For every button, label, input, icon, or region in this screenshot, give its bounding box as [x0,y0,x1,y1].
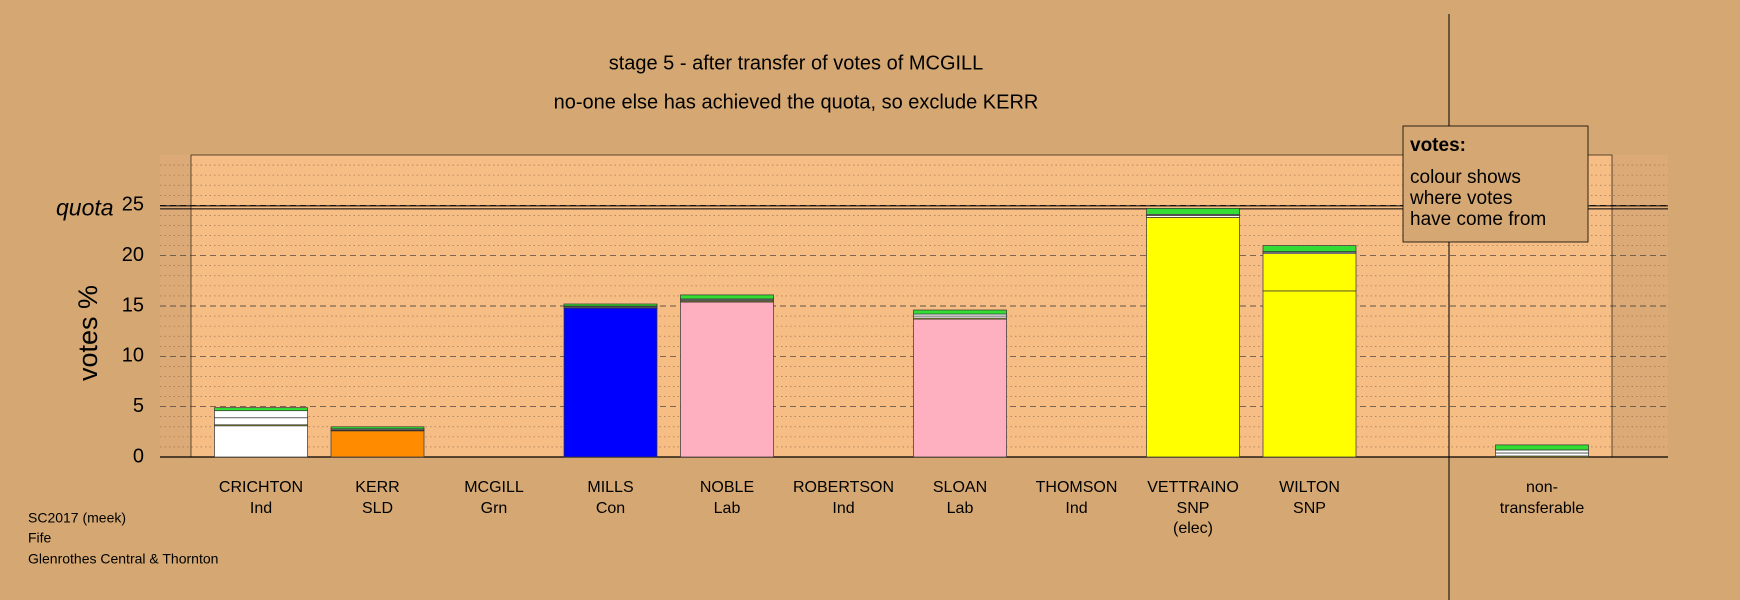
x-tick-label: VETTRAINO [1147,479,1239,496]
x-tick-sublabel: SNP [1293,500,1326,517]
x-tick-note: (elec) [1173,520,1213,537]
x-tick-label: MILLS [587,479,633,496]
bar-segment [214,417,308,426]
x-tick-sublabel: SLD [362,500,393,517]
bar-segment [680,301,774,458]
x-tick-sublabel: Grn [481,500,508,517]
x-tick-label: MCGILL [464,479,524,496]
legend: votes: colour shows where votes have com… [1402,125,1589,243]
footer-text: Glenrothes Central & Thornton [28,551,218,567]
x-tick-sublabel: Lab [714,500,741,517]
y-tick-label: 5 [133,395,144,417]
x-tick-sublabel: Con [596,500,625,517]
x-tick-sublabel: transferable [1500,500,1585,517]
bar-segment [214,407,308,412]
bar-segment [913,309,1007,315]
x-tick-sublabel: Ind [250,500,272,517]
y-tick-label: 20 [122,244,144,266]
bar-segment [563,307,658,458]
y-tick-label: 15 [122,294,144,316]
y-tick-label: 0 [133,445,144,467]
y-axis-label: votes % [73,285,103,381]
legend-box [1402,125,1589,243]
chart-subtitle: no-one else has achieved the quota, so e… [554,91,1039,113]
bar-segment [1495,452,1589,457]
bar-segment [1262,253,1357,292]
x-tick-sublabel: Ind [1065,500,1087,517]
x-tick-label: non- [1526,479,1558,496]
bar-segment [680,294,774,300]
bar-segment [1495,449,1589,454]
x-tick-label: NOBLE [700,479,754,496]
y-tick-label: 10 [122,345,144,367]
x-tick-label: THOMSON [1036,479,1118,496]
chart-title: stage 5 - after transfer of votes of MCG… [609,52,984,74]
x-tick-label: KERR [355,479,399,496]
legend-text: have come from [1410,209,1546,230]
y-tick-label: 25 [122,194,144,216]
bar-segment [214,425,308,458]
bar-segment [330,426,425,430]
x-tick-sublabel: Ind [832,500,854,517]
bar-segment [1495,444,1589,451]
bars [214,208,1589,458]
bar-segment [913,318,1007,458]
quota-label: quota [56,194,114,220]
bar-segment [330,430,425,458]
legend-text: colour shows [1410,167,1521,188]
x-tick-label: CRICHTON [219,479,303,496]
bar-segment [1262,245,1357,252]
bar-segment [1146,217,1240,458]
legend-text: where votes [1409,188,1512,209]
legend-title: votes: [1410,135,1466,156]
bar-segment [214,410,308,419]
x-tick-label: ROBERTSON [793,479,894,496]
x-tick-label: WILTON [1279,479,1340,496]
x-tick-label: SLOAN [933,479,987,496]
footer-text: SC2017 (meek) [28,510,126,526]
bar-segment [1262,290,1357,458]
x-tick-sublabel: SNP [1177,500,1210,517]
x-tick-sublabel: Lab [947,500,974,517]
footer-text: Fife [28,530,52,546]
bar-segment [1146,208,1240,215]
bar-segment [563,303,658,307]
